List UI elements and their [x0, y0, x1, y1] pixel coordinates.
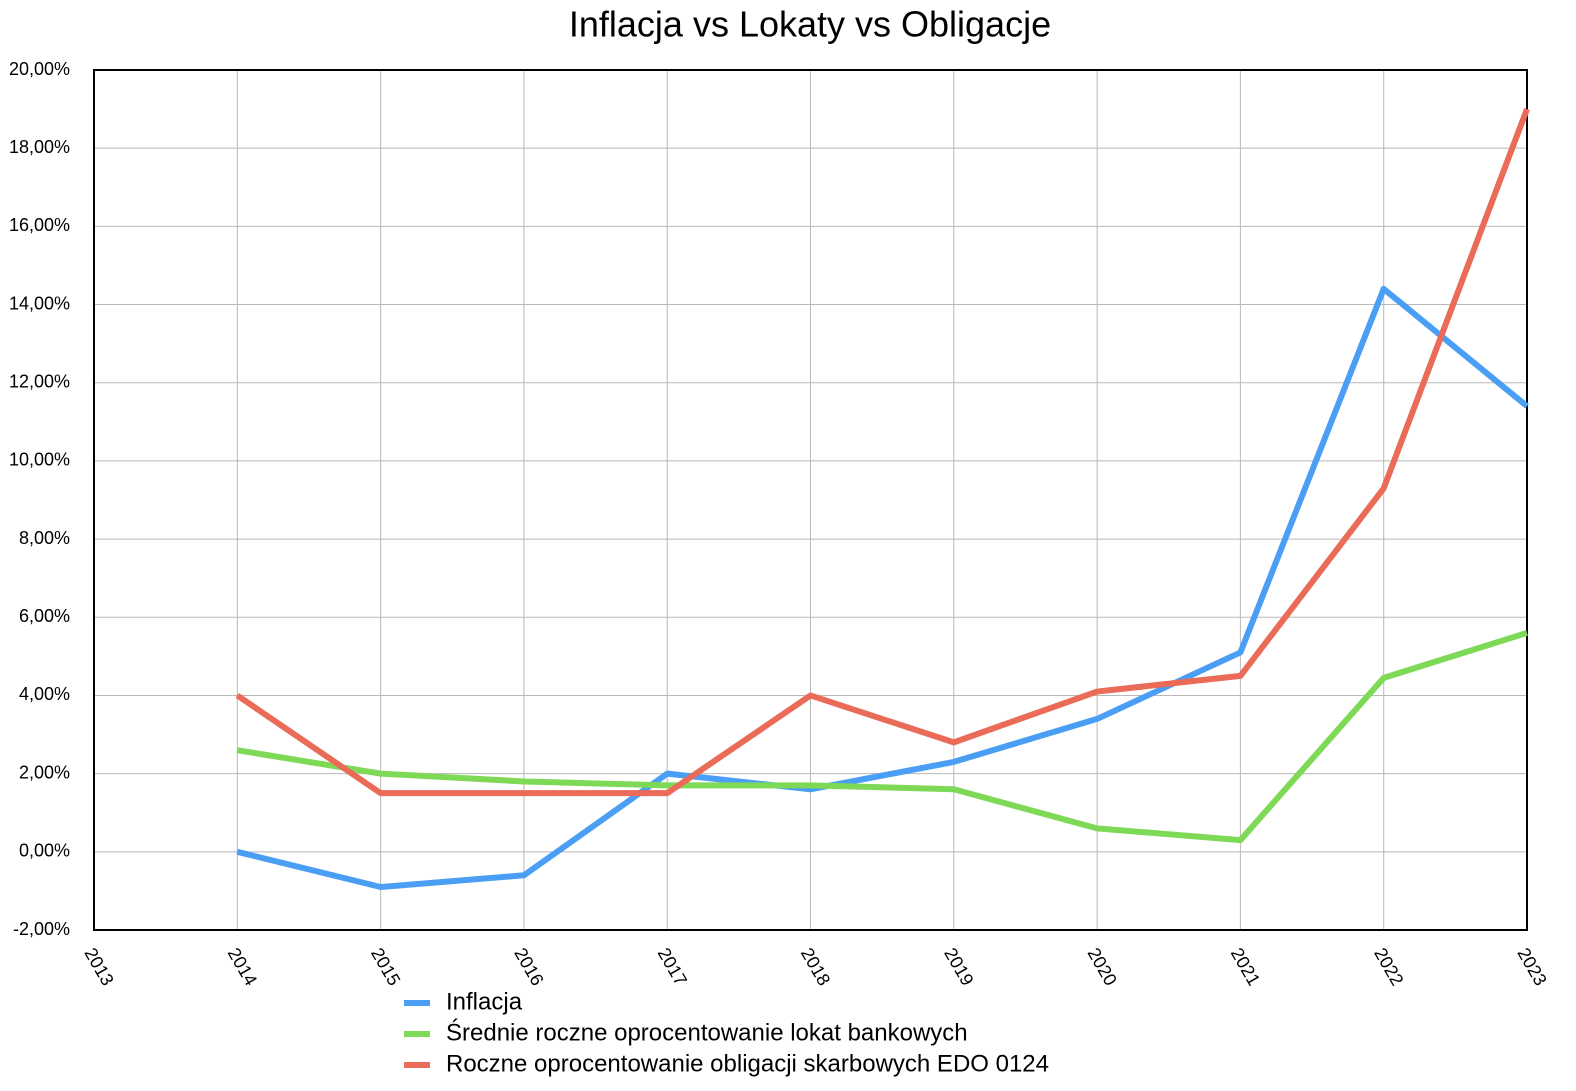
chart-title: Inflacja vs Lokaty vs Obligacje [569, 4, 1051, 45]
x-tick-label: 2016 [510, 944, 547, 989]
y-tick-label: 4,00% [19, 684, 70, 704]
y-tick-label: 16,00% [9, 215, 70, 235]
plot-frame [93, 69, 1528, 931]
y-tick-label: -2,00% [13, 919, 70, 939]
y-tick-label: 20,00% [9, 59, 70, 79]
legend-label: Inflacja [446, 988, 523, 1015]
series-line [235, 108, 1530, 797]
y-tick-label: 6,00% [19, 606, 70, 626]
x-tick-label: 2019 [940, 944, 977, 989]
y-tick-label: 0,00% [19, 841, 70, 861]
y-tick-label: 14,00% [9, 293, 70, 313]
y-tick-label: 18,00% [9, 137, 70, 157]
x-tick-label: 2018 [797, 944, 834, 989]
legend-label: Roczne oprocentowanie obligacji skarbowy… [446, 1050, 1049, 1077]
x-tick-label: 2022 [1370, 944, 1407, 989]
y-tick-label: 2,00% [19, 762, 70, 782]
x-tick-label: 2023 [1513, 944, 1550, 989]
series-line [236, 630, 1528, 844]
x-tick-label: 2020 [1084, 944, 1121, 989]
x-tick-label: 2015 [367, 944, 404, 989]
x-tick-label: 2013 [80, 944, 117, 989]
legend-label: Średnie roczne oprocentowanie lokat bank… [446, 1018, 968, 1046]
x-tick-label: 2017 [654, 944, 691, 989]
y-tick-label: 12,00% [9, 371, 70, 391]
y-tick-label: 8,00% [19, 528, 70, 548]
series-line [236, 285, 1529, 890]
x-tick-label: 2014 [224, 944, 261, 989]
x-tick-label: 2021 [1227, 944, 1264, 989]
y-tick-label: 10,00% [9, 450, 70, 470]
